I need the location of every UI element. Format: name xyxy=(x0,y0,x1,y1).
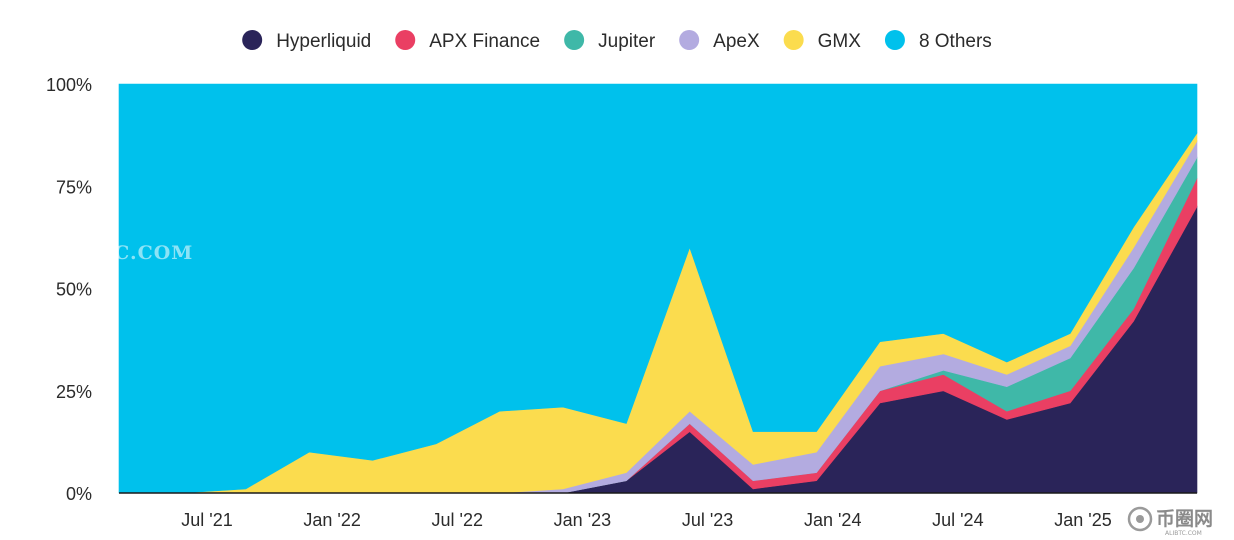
area-series-8-others xyxy=(118,83,1198,494)
legend-item: ApeX xyxy=(679,30,760,52)
x-tick-label: Jul '24 xyxy=(932,510,983,530)
logo-subtext: ALIBTC.COM xyxy=(1165,530,1202,537)
legend-label: APX Finance xyxy=(429,31,540,52)
y-tick-label: 75% xyxy=(56,177,92,197)
x-axis: Jul '21 Jan '22 Jul '22 Jan '23 Jul '23 Jan '… xyxy=(181,510,1111,530)
plot-area xyxy=(118,83,1198,494)
y-tick-label: 0% xyxy=(66,484,92,504)
legend-label: GMX xyxy=(818,31,862,52)
legend-label: 8 Others xyxy=(919,31,992,52)
x-tick-label: Jan '23 xyxy=(554,510,611,530)
watermark-text: ALIBTC.COM xyxy=(41,242,193,264)
legend-label: ApeX xyxy=(713,31,760,52)
logo-icon-center xyxy=(1136,515,1144,523)
legend-item: APX Finance xyxy=(395,30,540,52)
legend-marker xyxy=(679,30,700,50)
x-tick-label: Jan '25 xyxy=(1054,510,1111,530)
logo-text: 币圈网 xyxy=(1156,508,1213,530)
x-tick-label: Jan '22 xyxy=(303,510,360,530)
x-tick-label: Jul '21 xyxy=(181,510,232,530)
x-tick-label: Jul '23 xyxy=(682,510,733,530)
legend-marker xyxy=(884,30,905,50)
y-axis: 0% 25% 50% 75% 100% xyxy=(46,75,92,504)
legend-marker xyxy=(564,30,585,50)
site-logo: 币圈网 ALIBTC.COM xyxy=(1127,506,1213,537)
legend-item: Jupiter xyxy=(564,30,656,52)
legend-marker xyxy=(783,30,804,50)
logo-icon xyxy=(1127,506,1153,532)
legend-item: Hyperliquid xyxy=(242,30,371,52)
legend-marker xyxy=(242,30,263,50)
y-tick-label: 100% xyxy=(46,75,92,95)
legend-label: Jupiter xyxy=(598,31,656,52)
y-tick-label: 25% xyxy=(56,382,92,402)
y-tick-label: 50% xyxy=(56,280,92,300)
legend-label: Hyperliquid xyxy=(276,31,371,52)
legend-item: GMX xyxy=(783,30,862,52)
legend: Hyperliquid APX Finance Jupiter ApeX GMX 8 Ot… xyxy=(242,30,992,52)
x-tick-label: Jan '24 xyxy=(804,510,861,530)
x-tick-label: Jul '22 xyxy=(432,510,483,530)
legend-marker xyxy=(395,30,416,50)
legend-item: 8 Others xyxy=(884,30,992,52)
